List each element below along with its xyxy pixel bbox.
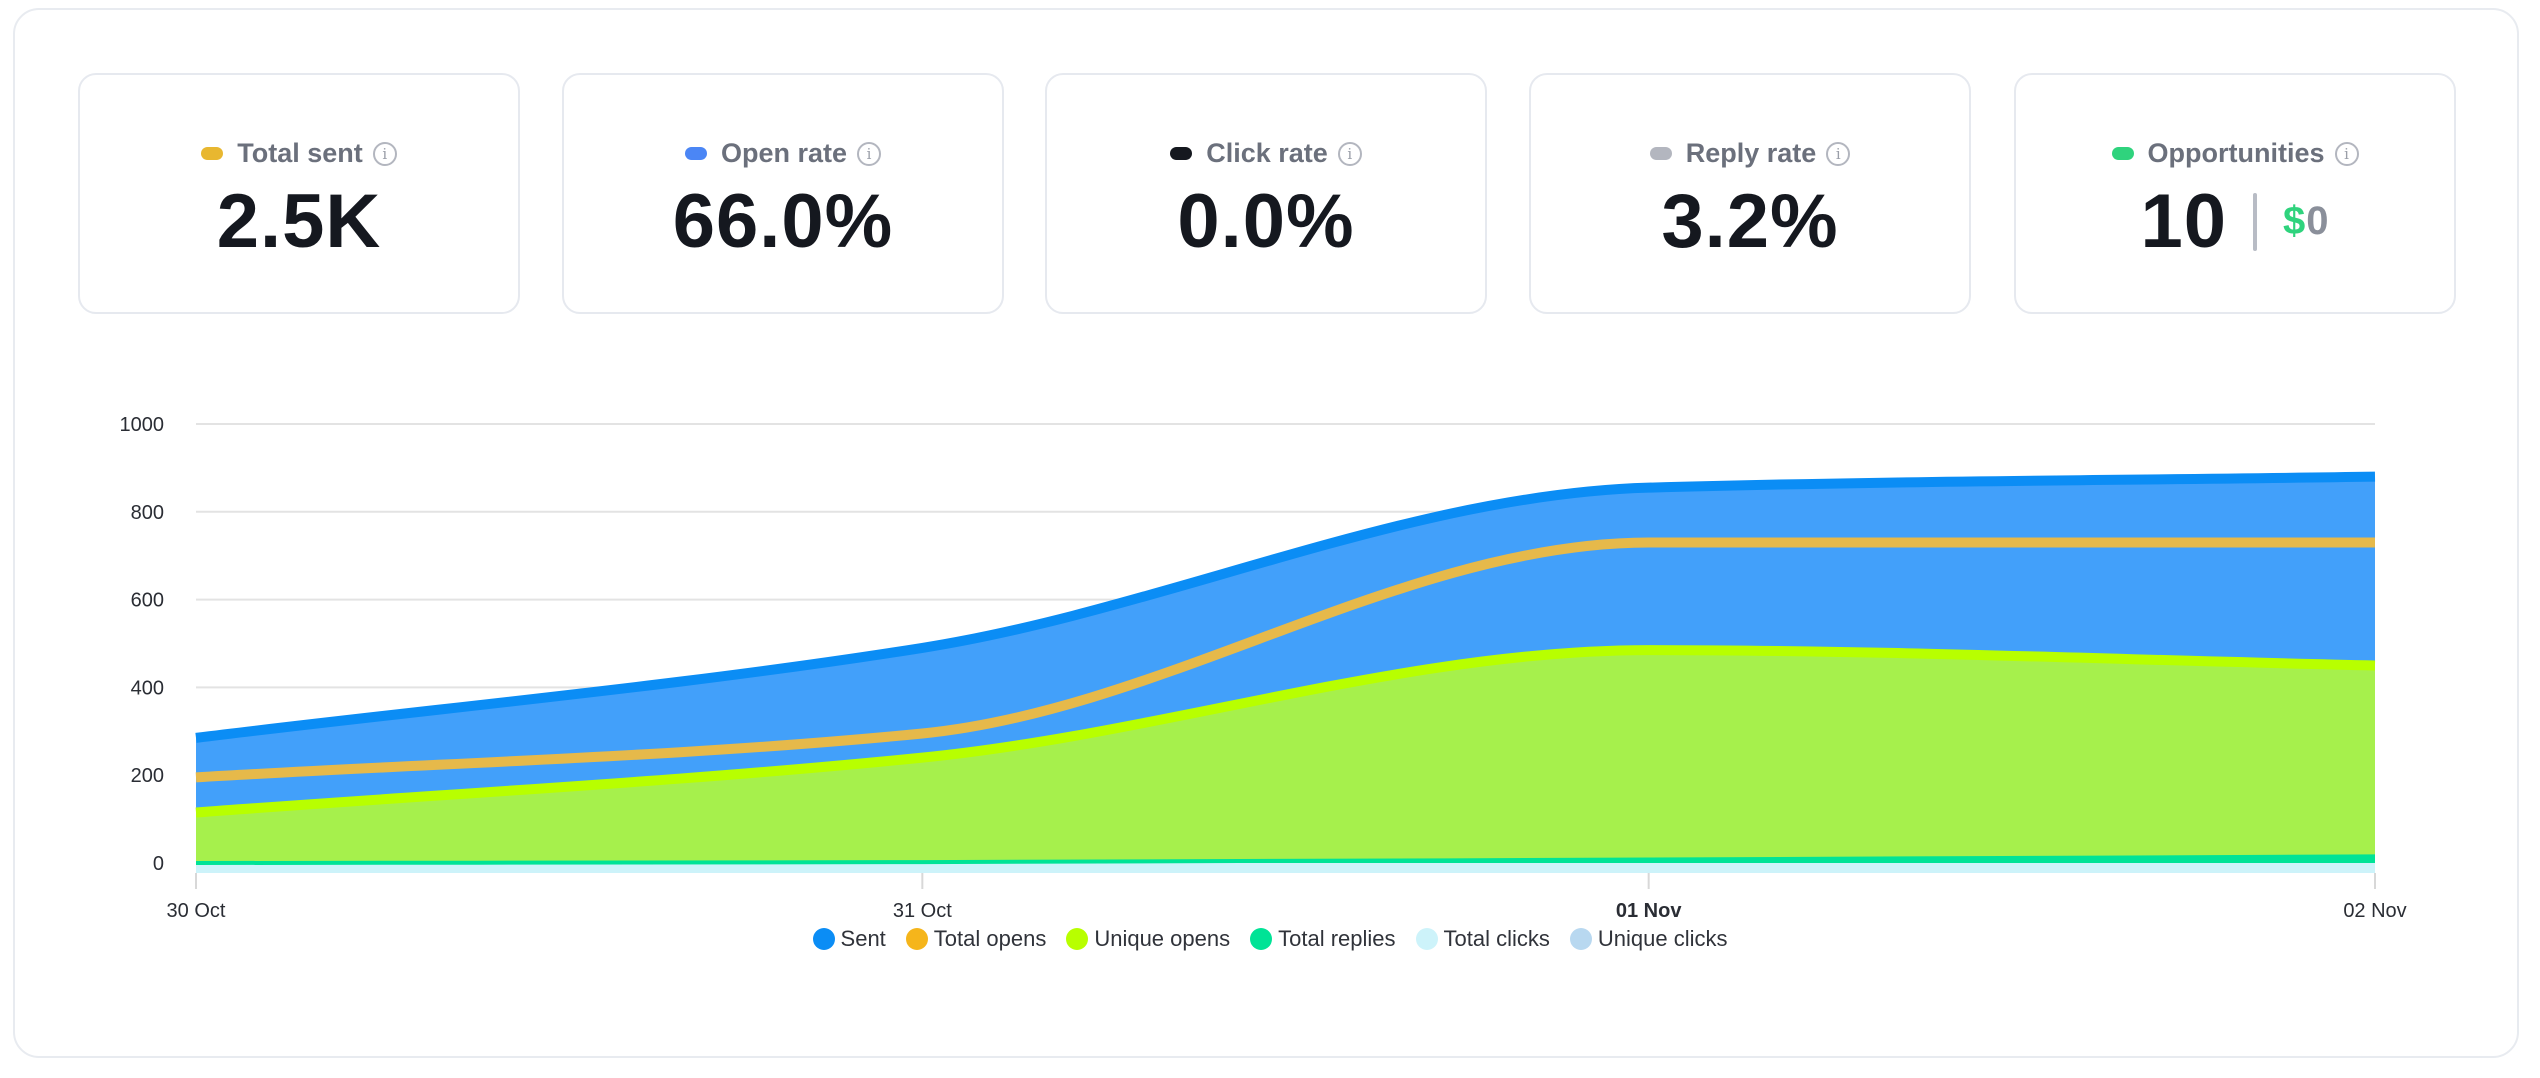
info-icon[interactable]: i [1337, 141, 1362, 166]
legend-label: Total replies [1278, 926, 1396, 951]
y-tick-label: 800 [131, 502, 164, 524]
stat-label-text: Total sent [237, 138, 363, 168]
legend-marker-icon [812, 928, 835, 950]
legend-marker-icon [1250, 928, 1273, 950]
y-tick-label: 1000 [120, 414, 165, 436]
legend-dot-icon [684, 147, 707, 160]
x-tick-label: 31 Oct [893, 900, 952, 922]
legend-marker-icon [1415, 928, 1438, 950]
series-area-unique-opens [196, 650, 2375, 863]
x-tick-label: 30 Oct [167, 900, 226, 922]
info-icon[interactable]: i [857, 141, 882, 166]
legend-label: Unique clicks [1597, 926, 1728, 951]
y-tick-label: 200 [131, 765, 164, 787]
series-line-sent [195, 471, 2376, 743]
stat-label-text: Open rate [720, 138, 848, 168]
legend-label: Unique opens [1094, 926, 1231, 951]
info-icon[interactable]: i [372, 141, 397, 166]
legend-item-sent[interactable]: Sent [812, 926, 886, 952]
legend-dot-icon [1649, 147, 1672, 160]
legend-item-total-opens[interactable]: Total opens [905, 926, 1047, 952]
chart-legend: Sent Total opens Unique opens Total replies… [0, 926, 2540, 952]
x-tick-label: 01 Nov [1616, 900, 1682, 922]
stat-value: 10 $0 [2016, 178, 2454, 265]
stat-card-open-rate: Open rate i 66.0% [562, 73, 1004, 314]
stat-label-text: Opportunities [2147, 138, 2325, 168]
info-icon[interactable]: i [2334, 141, 2359, 166]
y-tick-label: 0 [153, 853, 164, 875]
opportunities-count: 10 [2140, 179, 2228, 264]
dashboard-panel [13, 8, 2519, 1058]
stat-card-reply-rate: Reply rate i 3.2% [1529, 73, 1971, 314]
stat-card-click-rate: Click rate i 0.0% [1045, 73, 1487, 314]
stat-card-total-sent: Total sent i 2.5K [78, 73, 520, 314]
series-line-unique-opens [195, 645, 2376, 818]
legend-label: Sent [840, 926, 886, 951]
legend-dot-icon [2111, 147, 2134, 160]
legend-dot-icon [1170, 147, 1193, 160]
y-tick-label: 600 [131, 590, 164, 612]
series-total-clicks [196, 863, 2375, 873]
divider [2253, 192, 2258, 251]
series-line-total-opens [195, 537, 2375, 783]
legend-item-unique-opens[interactable]: Unique opens [1066, 926, 1230, 952]
stat-label: Opportunities i [2016, 138, 2454, 169]
legend-label: Total opens [933, 926, 1047, 951]
legend-dot-icon [201, 147, 224, 160]
currency-symbol: $ [2283, 199, 2307, 243]
series-area-total-replies [196, 856, 2375, 863]
opportunities-value: $0 [2283, 199, 2330, 244]
legend-marker-icon [1569, 928, 1592, 950]
stat-label: Open rate i [564, 138, 1002, 169]
info-icon[interactable]: i [1826, 141, 1851, 166]
stat-label: Total sent i [80, 138, 518, 169]
stat-card-opportunities: Opportunities i 10 $0 [2014, 73, 2456, 314]
stat-value: 3.2% [1661, 179, 1839, 264]
series-line-total-replies [195, 854, 2376, 865]
legend-item-total-replies[interactable]: Total replies [1250, 926, 1396, 952]
legend-label: Total clicks [1443, 926, 1550, 951]
amount: 0 [2306, 199, 2330, 243]
stat-value: 66.0% [672, 179, 894, 264]
legend-marker-icon [1066, 928, 1089, 950]
legend-item-unique-clicks[interactable]: Unique clicks [1569, 926, 1728, 952]
stat-label: Click rate i [1047, 138, 1485, 169]
legend-item-total-clicks[interactable]: Total clicks [1415, 926, 1550, 952]
stat-value: 0.0% [1177, 179, 1355, 264]
legend-marker-icon [905, 928, 928, 950]
x-tick-label: 02 Nov [2343, 900, 2406, 922]
stat-label-text: Reply rate [1685, 138, 1817, 168]
stat-label: Reply rate i [1531, 138, 1969, 169]
y-tick-label: 400 [131, 677, 164, 699]
stat-value: 2.5K [216, 179, 382, 264]
stat-label-text: Click rate [1206, 138, 1328, 168]
